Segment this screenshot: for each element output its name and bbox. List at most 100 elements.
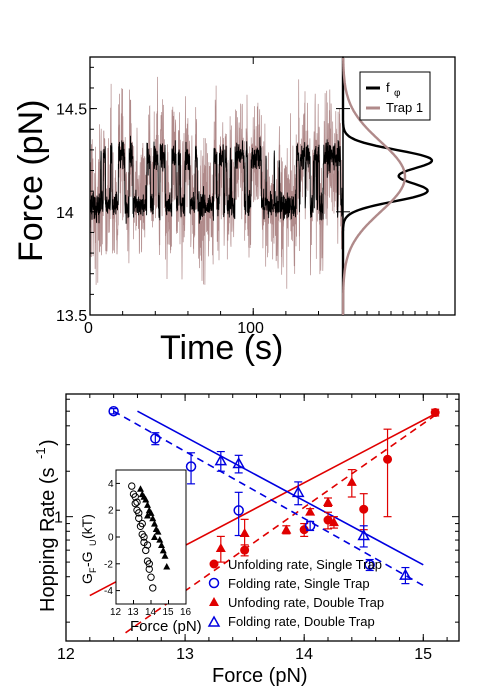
top-y-tick-label: 14 bbox=[56, 205, 74, 222]
inset-point bbox=[151, 533, 158, 540]
data-point bbox=[399, 568, 412, 580]
legend-marker-folding-double bbox=[207, 615, 221, 627]
inset-y-tick-label: 4 bbox=[108, 479, 114, 490]
data-point bbox=[108, 405, 119, 417]
inset-point bbox=[138, 519, 146, 528]
data-point bbox=[214, 454, 228, 466]
top-x-tick-label: 0 bbox=[84, 320, 93, 337]
data-point bbox=[215, 542, 226, 552]
bottom-y-axis-label: Hopping Rate (s -1 ) bbox=[33, 439, 59, 612]
inset-x-tick-label: 12 bbox=[110, 607, 122, 618]
trap1-histogram bbox=[341, 58, 407, 315]
svg-text:(kT): (kT) bbox=[79, 514, 95, 539]
data-point bbox=[357, 528, 371, 541]
legend-marker-unfolding-single bbox=[209, 559, 219, 569]
legend-label-unfolding-single: Unfolding rate, Single Trap bbox=[228, 557, 382, 572]
fit-line-3 bbox=[137, 410, 424, 566]
data-point bbox=[233, 505, 244, 516]
top-y-tick-label: 13.5 bbox=[56, 308, 87, 325]
data-point bbox=[383, 454, 393, 464]
data-point bbox=[304, 520, 316, 532]
inset-y-tick-label: -2 bbox=[104, 559, 113, 570]
inset-point bbox=[151, 520, 158, 527]
top-x-axis-label: Time (s) bbox=[160, 329, 283, 367]
data-point bbox=[364, 559, 375, 571]
inset-point bbox=[138, 490, 146, 498]
bottom-x-tick-label: 15 bbox=[414, 646, 432, 663]
inset-point bbox=[142, 495, 150, 503]
legend-label-trap1: Trap 1 bbox=[386, 100, 423, 115]
inset-point bbox=[128, 482, 136, 490]
fphi-histogram bbox=[341, 58, 434, 315]
rate-legend: Unfolding rate, Single Trap Folding rate… bbox=[207, 557, 384, 629]
inset-point bbox=[135, 514, 143, 522]
svg-text:-G: -G bbox=[79, 551, 95, 567]
data-point bbox=[150, 433, 161, 444]
fphi-trace bbox=[89, 135, 344, 224]
inset-point bbox=[142, 546, 150, 555]
inset-point bbox=[156, 536, 164, 543]
data-point bbox=[232, 456, 245, 469]
inset-point bbox=[140, 533, 148, 541]
top-y-axis-label: Force (pN) bbox=[12, 100, 50, 262]
data-point bbox=[323, 497, 333, 507]
inset-point bbox=[145, 506, 153, 514]
inset-point bbox=[133, 498, 141, 506]
rate-axes-frame bbox=[65, 393, 460, 642]
inset-x-axis-label: Force (pN) bbox=[130, 618, 202, 635]
data-point bbox=[328, 517, 339, 527]
time-trace-panel: 0 100 13.5 14 14.5 f φ Trap 1 Force (pN) Tim… bbox=[12, 56, 456, 367]
data-point bbox=[323, 515, 333, 525]
bottom-y-tick-label: 1 bbox=[54, 510, 63, 527]
inset-x-tick-label: 14 bbox=[145, 607, 157, 618]
data-point bbox=[430, 408, 440, 418]
bottom-x-axis-label: Force (pN) bbox=[212, 665, 308, 687]
inset-y-tick-label: 0 bbox=[108, 533, 114, 544]
inset-point bbox=[131, 493, 139, 501]
data-point bbox=[239, 527, 250, 537]
bottom-x-tick-label: 12 bbox=[57, 646, 75, 663]
svg-text:U: U bbox=[88, 540, 98, 547]
legend-label-unfolding-double: Unfoding rate, Double Trap bbox=[228, 595, 384, 610]
inset-y-tick-label: -4 bbox=[104, 586, 113, 597]
inset-point bbox=[159, 546, 167, 554]
inset-point bbox=[152, 525, 160, 532]
data-point bbox=[346, 476, 357, 486]
inset-point bbox=[144, 512, 151, 519]
hopping-rate-panel: 12 13 14 15 1 12 13 14 15 16 4 2 0 -2 -4 Force (pN) G… bbox=[33, 393, 460, 687]
data-point bbox=[185, 461, 197, 472]
svg-text:G: G bbox=[79, 573, 95, 584]
inset-point bbox=[161, 552, 169, 559]
data-point bbox=[359, 504, 369, 514]
inset-point bbox=[135, 509, 143, 517]
inset-plot: 12 13 14 15 16 4 2 0 -2 -4 Force (pN) G F -G U (k… bbox=[79, 469, 202, 635]
inset-frame bbox=[115, 469, 187, 605]
inset-x-tick-label: 15 bbox=[163, 607, 175, 618]
inset-y-tick-label: 2 bbox=[108, 506, 114, 517]
svg-text:): ) bbox=[37, 439, 59, 446]
inset-point bbox=[145, 565, 153, 573]
inset-x-tick-label: 13 bbox=[128, 607, 140, 618]
legend-marker-unfolding-double bbox=[209, 597, 219, 606]
inset-point bbox=[149, 584, 157, 592]
svg-text:-1: -1 bbox=[33, 447, 48, 459]
legend-label-fphi-subscript: φ bbox=[394, 88, 401, 99]
data-point bbox=[281, 524, 292, 534]
top-y-tick-label: 14.5 bbox=[56, 102, 87, 119]
data-point bbox=[305, 506, 316, 516]
legend-label-folding-double: Folding rate, Double Trap bbox=[228, 614, 375, 629]
legend-marker-folding-single bbox=[208, 577, 220, 589]
legend-label-fphi: f bbox=[386, 80, 390, 95]
inset-point bbox=[147, 573, 155, 581]
top-x-tick-label: 100 bbox=[237, 320, 264, 337]
trace-legend: f φ Trap 1 bbox=[359, 71, 431, 121]
svg-text:F: F bbox=[88, 567, 98, 573]
inset-point bbox=[137, 485, 144, 492]
data-point bbox=[291, 485, 305, 498]
histogram-axes-frame bbox=[342, 56, 456, 316]
inset-point bbox=[145, 560, 153, 568]
bottom-x-tick-label: 14 bbox=[295, 646, 313, 663]
inset-point bbox=[143, 541, 152, 549]
inset-point bbox=[163, 562, 171, 570]
